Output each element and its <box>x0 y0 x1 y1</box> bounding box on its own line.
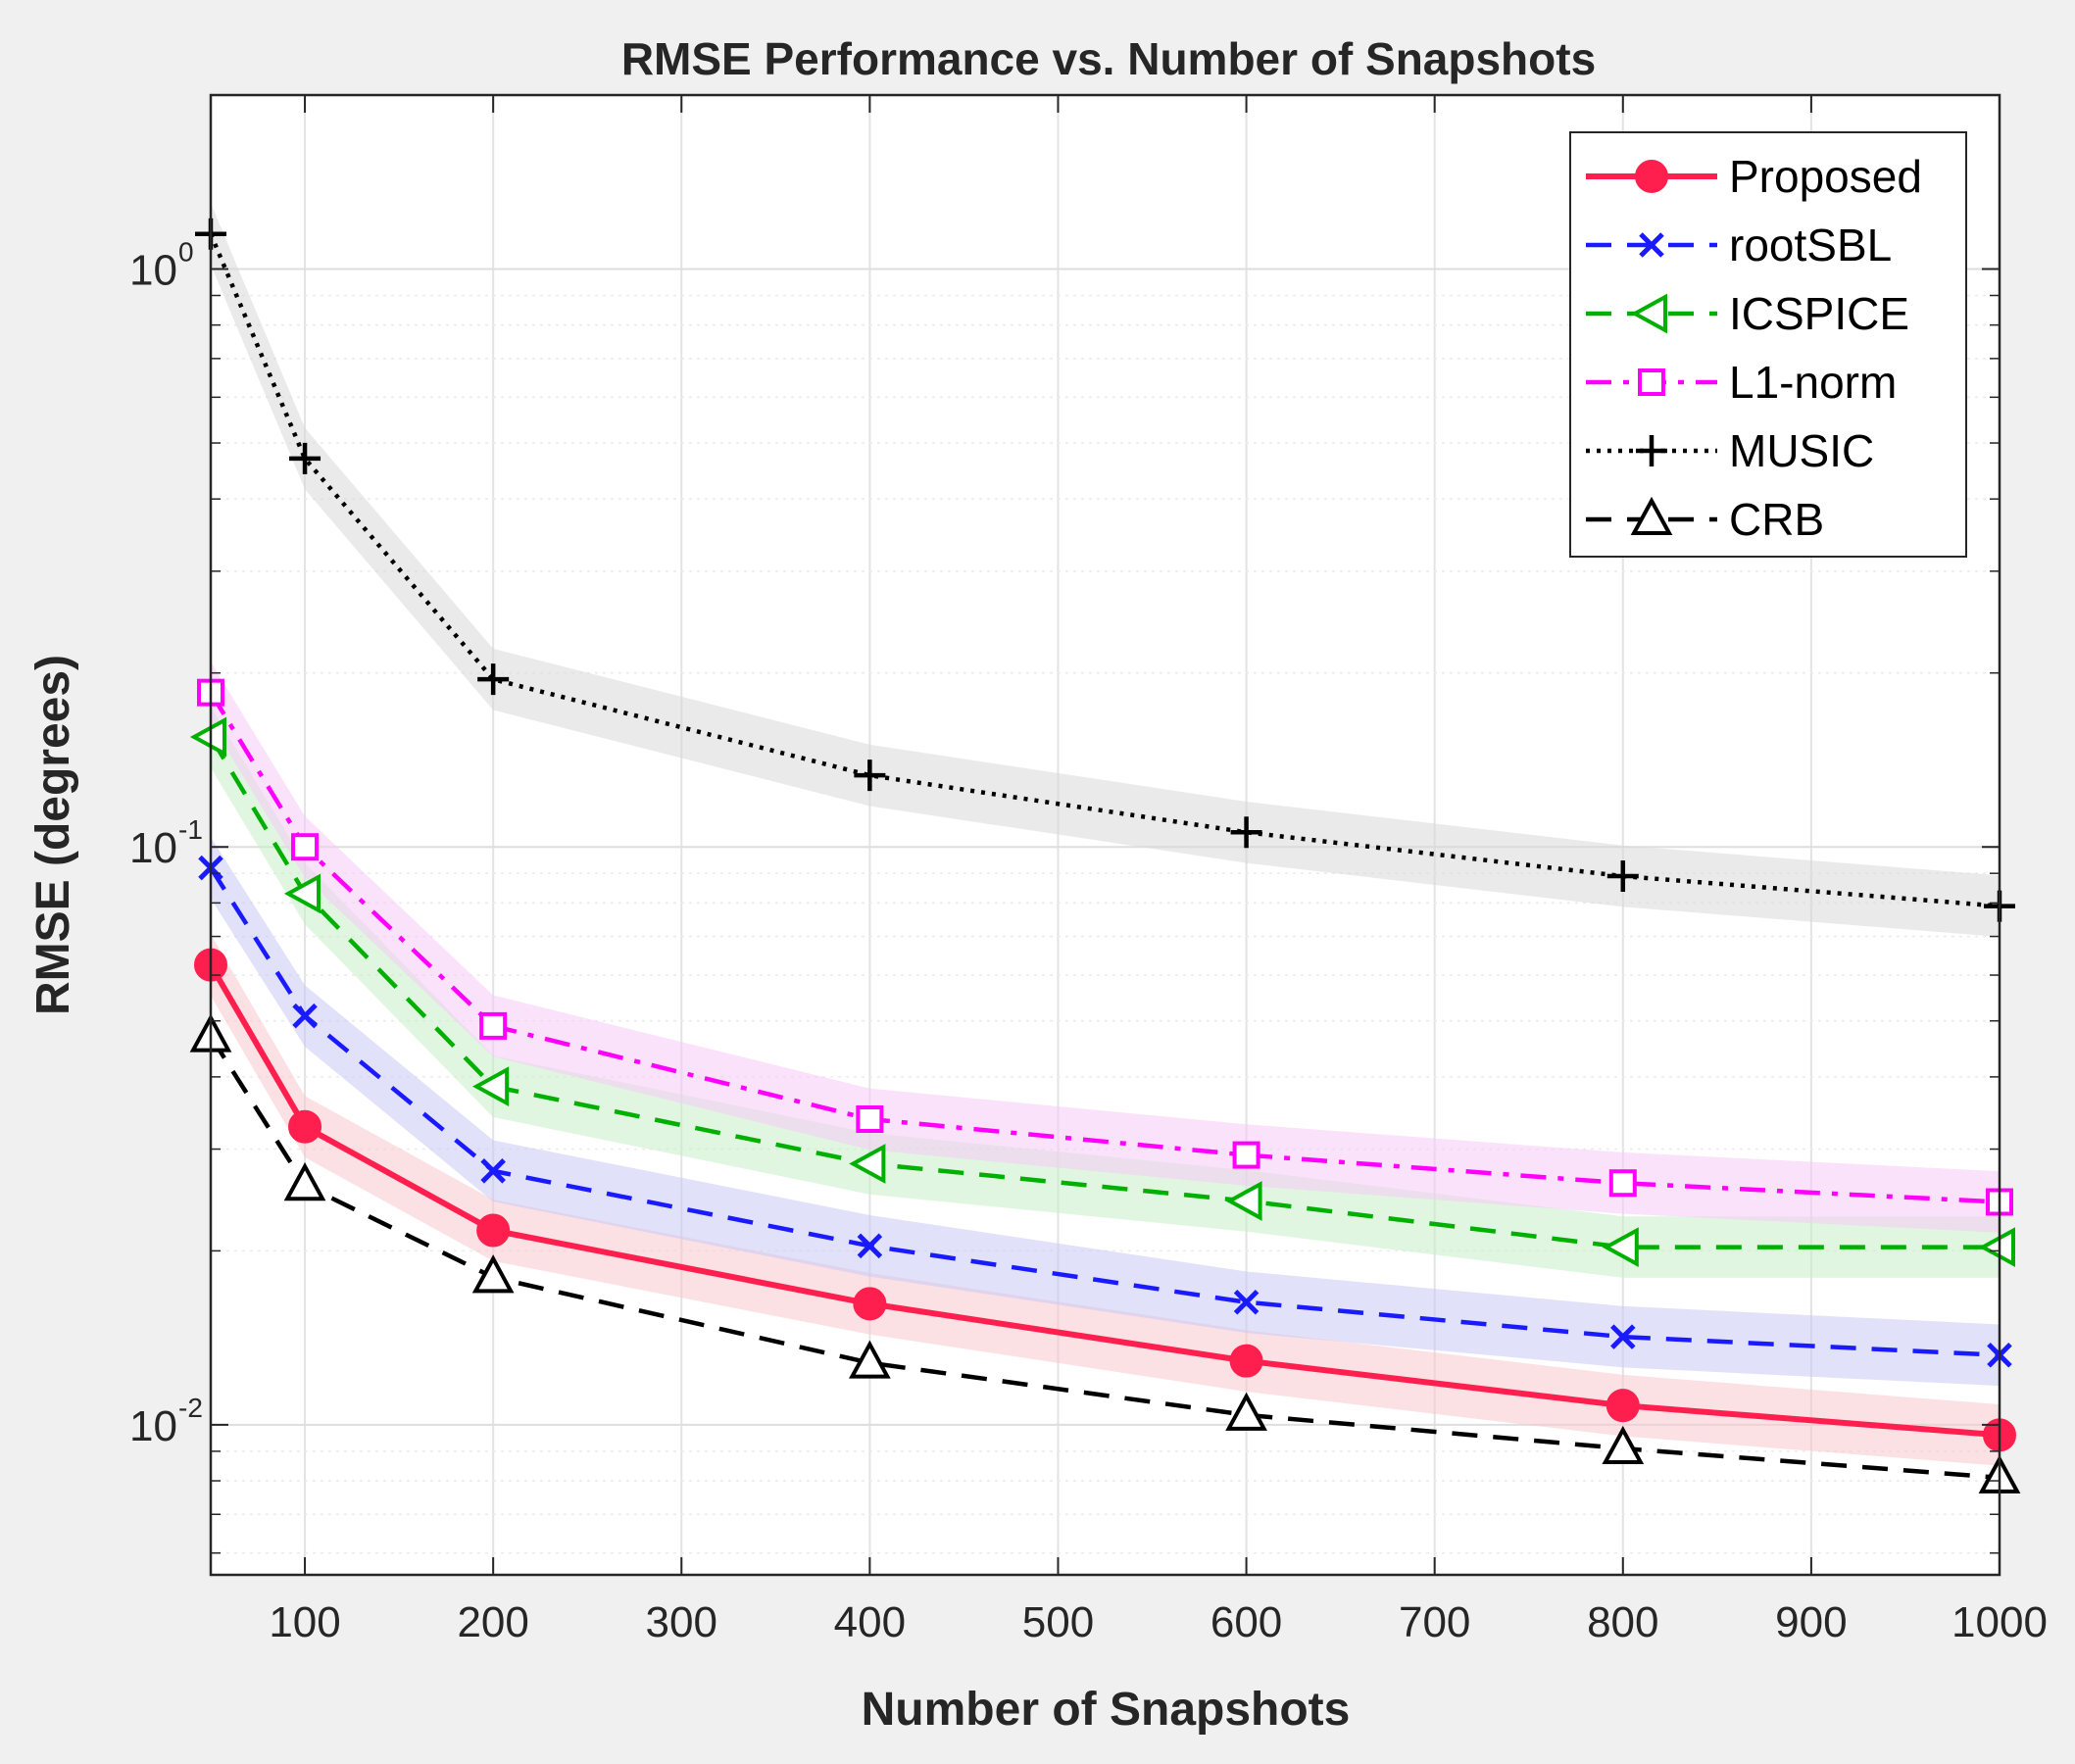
marker-icspice <box>1602 1227 1639 1267</box>
marker-music <box>289 442 321 474</box>
marker-icspice <box>283 873 321 914</box>
y-tick-exponent: 0 <box>178 237 194 268</box>
marker-icspice <box>471 1066 510 1107</box>
legend-label-crb: CRB <box>1729 494 1824 545</box>
y-tick-exponent: -2 <box>178 1393 203 1423</box>
marker-rootsbl <box>1233 1290 1260 1315</box>
axis-ticks <box>211 94 2001 1575</box>
marker-l1-norm <box>291 833 320 861</box>
x-tick-label: 600 <box>1210 1598 1282 1646</box>
marker-crb <box>283 1162 326 1201</box>
marker-l1-norm <box>856 1104 884 1133</box>
legend-label-rootsbl: rootSBL <box>1729 220 1892 270</box>
band-l1-norm <box>211 662 2000 1233</box>
marker-proposed <box>1229 1344 1263 1378</box>
marker-icspice <box>849 1144 886 1184</box>
chart-title: RMSE Performance vs. Number of Snapshots <box>621 33 1596 84</box>
y-tick-label: 10 <box>129 1402 177 1450</box>
legend-marker-rootsbl <box>1639 232 1664 258</box>
marker-crb <box>1225 1392 1267 1431</box>
legend-marker-crb <box>1630 496 1673 535</box>
marker-l1-norm <box>479 1011 508 1040</box>
x-tick-label: 900 <box>1775 1598 1847 1646</box>
marker-l1-norm <box>1608 1169 1637 1198</box>
marker-rootsbl <box>480 1158 506 1184</box>
marker-icspice <box>189 716 226 758</box>
marker-icspice <box>1225 1181 1262 1221</box>
band-icspice <box>211 706 2000 1278</box>
marker-music <box>854 760 886 792</box>
marker-crb <box>1602 1425 1645 1465</box>
legend-label-icspice: ICSPICE <box>1729 288 1909 339</box>
band-music <box>211 203 2000 937</box>
marker-l1-norm <box>1232 1141 1260 1169</box>
legend-marker-proposed <box>1635 160 1668 193</box>
y-tick-exponent: -1 <box>178 814 203 845</box>
marker-proposed <box>853 1287 887 1321</box>
marker-icspice <box>1978 1227 2015 1267</box>
marker-proposed <box>288 1109 322 1144</box>
plot-frame <box>209 93 2001 1577</box>
marker-crb <box>471 1254 515 1294</box>
x-tick-label: 200 <box>457 1598 528 1646</box>
marker-music <box>1230 816 1262 849</box>
x-tick-labels: 100 200 300 400 500 600 700 800 900 1000 <box>269 1598 2048 1646</box>
marker-proposed <box>476 1213 511 1248</box>
legend-box <box>1569 131 1967 558</box>
marker-crb <box>848 1340 891 1379</box>
band-proposed <box>211 934 2000 1466</box>
y-axis-label: RMSE (degrees) <box>27 655 79 1015</box>
y-tick-label: 10 <box>129 247 177 295</box>
legend-marker-l1-norm <box>1638 368 1665 396</box>
x-tick-label: 400 <box>834 1598 906 1646</box>
marker-rootsbl <box>1610 1324 1636 1349</box>
x-tick-label: 500 <box>1022 1598 1094 1646</box>
x-tick-label: 800 <box>1587 1598 1658 1646</box>
legend-label-l1-norm: L1-norm <box>1729 357 1897 408</box>
confidence-bands <box>211 203 2000 1466</box>
x-tick-label: 700 <box>1399 1598 1470 1646</box>
x-tick-label: 100 <box>269 1598 340 1646</box>
legend-marker-music <box>1636 435 1667 466</box>
legend-marker-icspice <box>1630 293 1667 334</box>
marker-proposed <box>1606 1389 1640 1423</box>
x-axis-label: Number of Snapshots <box>862 1684 1351 1736</box>
marker-rootsbl <box>292 1003 318 1029</box>
band-rootsbl <box>211 837 2000 1387</box>
legend: Proposed rootSBL ICSPICE L1-norm MUSIC CRB <box>1569 131 1967 558</box>
x-tick-label: 300 <box>646 1598 717 1646</box>
legend-label-music: MUSIC <box>1729 425 1874 476</box>
y-tick-label: 10 <box>129 824 177 872</box>
x-tick-label: 1000 <box>1951 1598 2048 1646</box>
marker-music <box>1606 860 1639 893</box>
legend-label-proposed: Proposed <box>1729 151 1922 202</box>
marker-rootsbl <box>857 1233 883 1259</box>
marker-music <box>477 663 510 696</box>
